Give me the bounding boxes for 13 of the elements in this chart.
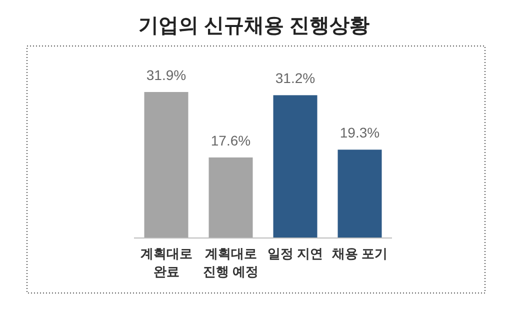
chart-title: 기업의 신규채용 진행상황: [138, 15, 370, 37]
bar: [273, 95, 318, 238]
bar: [338, 150, 382, 238]
bar: [144, 92, 188, 238]
x-tick-label: 계획대로 진행 예정: [202, 246, 259, 279]
x-tick-label: 일정 지연: [267, 246, 324, 261]
data-label: 19.3%: [340, 124, 380, 141]
x-tick-label: 계획대로 완료: [140, 246, 192, 279]
data-label: 31.9%: [146, 67, 186, 83]
data-label: 17.6%: [210, 132, 251, 148]
x-tick-label: 채용 포기: [330, 246, 388, 261]
data-label: 31.2%: [275, 70, 316, 86]
bar: [208, 157, 253, 238]
